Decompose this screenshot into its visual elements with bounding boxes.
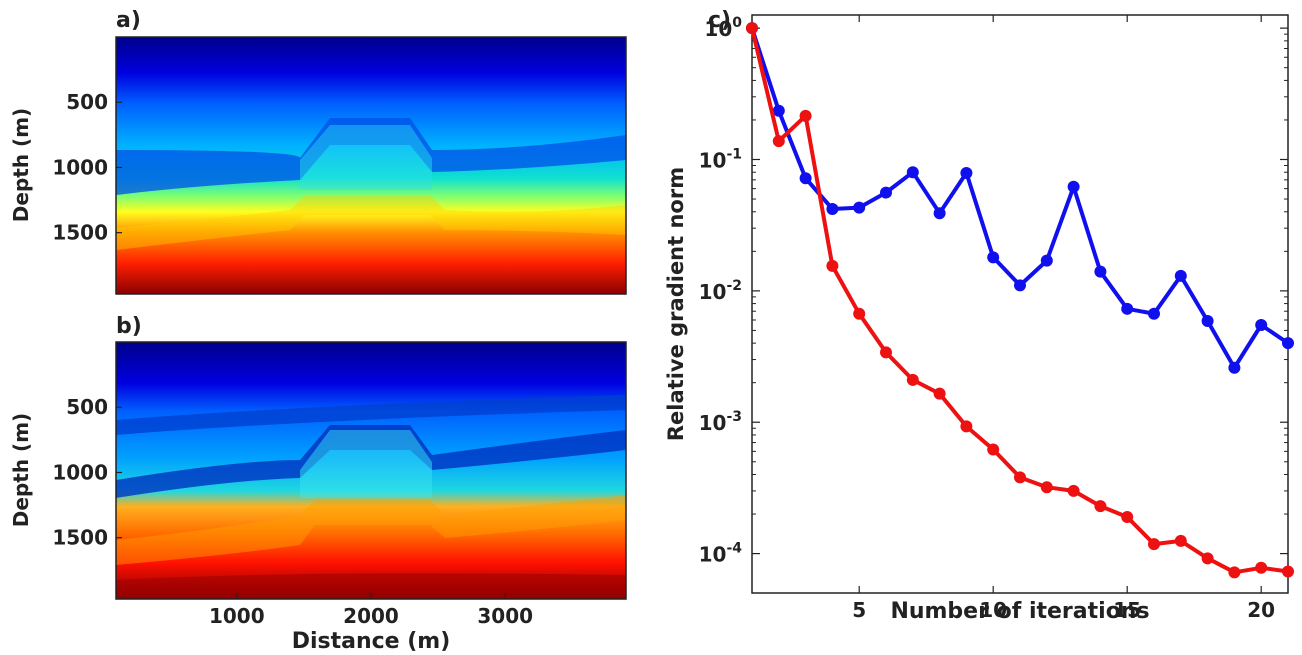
y-tick-label: 1500 <box>52 526 108 550</box>
series-point-1 <box>1255 561 1268 574</box>
series-point-0 <box>1014 279 1026 292</box>
panel-a: a) 500 1000 1500 Depth (m) <box>9 8 627 295</box>
series-point-0 <box>987 251 1000 264</box>
series-point-1 <box>1094 500 1107 513</box>
series-point-0 <box>1067 180 1080 193</box>
y-tick-label: 1500 <box>52 221 108 245</box>
series-point-0 <box>1282 337 1294 350</box>
series-point-1 <box>1282 565 1294 578</box>
series-point-1 <box>880 346 892 359</box>
series-point-1 <box>1014 471 1026 484</box>
panel-b-structure <box>116 395 626 599</box>
y-tick-base: 10 <box>699 543 727 567</box>
y-tick-base: 10 <box>699 411 727 435</box>
series-point-1 <box>933 387 946 400</box>
panel-c-label: c) <box>708 8 731 33</box>
panel-c-series <box>746 22 1294 579</box>
series-point-1 <box>826 259 839 272</box>
panel-c-ylabel: Relative gradient norm <box>664 167 688 441</box>
series-point-1 <box>1174 534 1187 547</box>
series-point-0 <box>1255 318 1268 331</box>
series-point-0 <box>772 104 785 117</box>
series-line-1 <box>750 27 1289 575</box>
series-point-1 <box>746 22 758 35</box>
series-point-1 <box>1121 510 1134 523</box>
y-tick-exponent: 0 <box>732 15 742 31</box>
series-point-1 <box>853 307 866 320</box>
x-tick-label: 3000 <box>477 604 533 628</box>
series-point-0 <box>1040 254 1053 267</box>
panel-a-ylabel: Depth (m) <box>9 108 33 222</box>
y-tick-label: 10-3 <box>699 409 742 435</box>
series-point-0 <box>799 172 812 185</box>
series-point-0 <box>826 202 839 215</box>
series-point-1 <box>960 420 973 433</box>
panel-b-y-axis: 500 1000 1500 <box>52 395 122 550</box>
series-point-0 <box>1148 307 1160 320</box>
x-tick-label: 20 <box>1247 598 1275 622</box>
series-point-0 <box>1094 265 1107 278</box>
y-tick-exponent: -1 <box>726 147 742 163</box>
x-tick-label: 15 <box>1113 598 1141 622</box>
series-point-1 <box>1067 484 1080 497</box>
y-tick-exponent: -4 <box>726 541 742 557</box>
series-point-0 <box>1228 361 1241 374</box>
y-tick-label: 10-4 <box>699 541 743 567</box>
panel-b-label: b) <box>116 314 142 339</box>
series-point-0 <box>960 166 973 179</box>
series-point-1 <box>772 135 785 148</box>
panel-b-xlabel: Distance (m) <box>292 629 451 654</box>
panel-c-frame <box>751 14 1289 594</box>
series-point-0 <box>933 207 946 220</box>
panel-c-xlabel: Number of iterations <box>890 599 1149 624</box>
x-tick-label: 2000 <box>343 604 399 628</box>
y-tick-exponent: -3 <box>726 409 742 425</box>
series-point-0 <box>853 201 866 214</box>
y-tick-base: 10 <box>699 149 727 173</box>
series-point-1 <box>1201 552 1214 565</box>
series-point-1 <box>1148 538 1160 551</box>
y-tick-label: 100 <box>704 15 742 41</box>
y-tick-base: 10 <box>699 280 727 304</box>
x-tick-label: 5 <box>852 598 866 622</box>
panel-b-x-axis: 1000 2000 3000 <box>209 593 533 628</box>
y-tick-exponent: -2 <box>726 278 742 294</box>
series-point-1 <box>799 109 812 122</box>
panel-b: b) 500 1000 1500 1000 2000 3000 Depth (m) Di… <box>9 314 627 654</box>
series-point-0 <box>1121 302 1134 315</box>
y-tick-label: 10-1 <box>699 147 742 173</box>
panel-b-ylabel: Depth (m) <box>9 413 33 527</box>
y-tick-label: 10-2 <box>699 278 742 304</box>
series-point-1 <box>987 443 1000 456</box>
y-tick-label: 500 <box>66 90 108 114</box>
series-point-1 <box>1228 566 1241 579</box>
panel-a-label: a) <box>116 8 141 33</box>
panel-a-frame <box>115 36 627 295</box>
series-point-0 <box>1174 269 1187 282</box>
y-tick-label: 1000 <box>52 155 108 179</box>
panel-c-x-axis: 5 10 15 20 <box>852 15 1275 622</box>
panel-a-y-axis: 500 1000 1500 <box>52 90 122 245</box>
series-point-0 <box>906 166 919 179</box>
series-point-1 <box>906 373 919 386</box>
x-tick-label: 1000 <box>209 604 265 628</box>
y-tick-label: 1000 <box>52 460 108 484</box>
series-point-0 <box>1201 314 1214 327</box>
y-tick-base: 10 <box>704 17 732 41</box>
series-point-0 <box>880 186 892 199</box>
series-point-1 <box>1040 481 1053 494</box>
y-tick-label: 500 <box>66 395 108 419</box>
panel-a-structure <box>116 118 626 250</box>
x-tick-label: 10 <box>979 598 1007 622</box>
